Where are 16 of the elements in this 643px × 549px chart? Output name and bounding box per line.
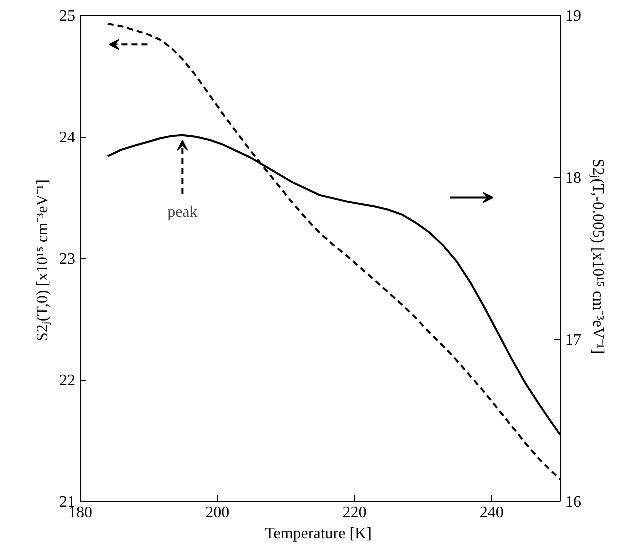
y2-tick-label: 19 xyxy=(566,8,582,25)
y2-tick-label: 18 xyxy=(566,170,582,187)
y2-tick-label: 16 xyxy=(566,494,582,511)
y2-tick-label: 17 xyxy=(566,332,582,349)
y-tick-label: 22 xyxy=(60,372,76,390)
x-tick-label: 220 xyxy=(342,504,367,522)
y2-axis-title: S2ⱼ(T,-0.005) [x10¹⁵ cm⁻³eV⁻¹] xyxy=(590,158,606,354)
y-tick-label: 25 xyxy=(60,8,76,25)
y-axis-title: S2ⱼ(T,0) [x10¹⁵ cm⁻³eV⁻¹] xyxy=(34,180,52,342)
x-axis-title: Temperature [K] xyxy=(265,526,372,542)
line-series xyxy=(106,23,560,481)
x-tick-label: 200 xyxy=(206,504,230,522)
y-tick-label: 24 xyxy=(60,130,76,146)
y-tick-label: 23 xyxy=(60,251,76,268)
x-tick-label: 240 xyxy=(480,504,504,522)
annotation: peak xyxy=(168,204,198,221)
